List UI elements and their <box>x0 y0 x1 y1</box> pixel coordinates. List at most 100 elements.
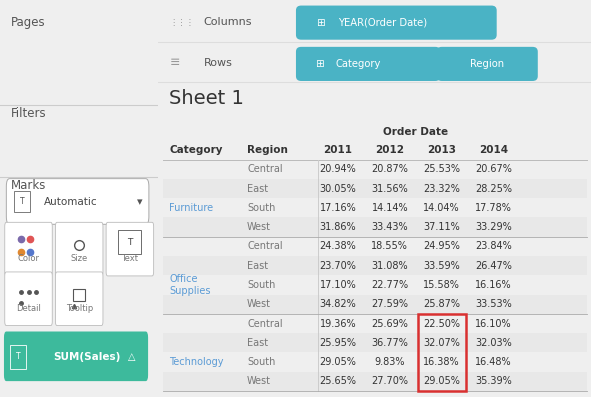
Text: 37.11%: 37.11% <box>423 222 460 232</box>
Text: Text: Text <box>121 254 138 263</box>
Text: 2014: 2014 <box>479 145 508 155</box>
Text: 32.07%: 32.07% <box>423 338 460 348</box>
FancyBboxPatch shape <box>5 222 52 276</box>
Text: 17.16%: 17.16% <box>320 203 356 213</box>
Text: 18.55%: 18.55% <box>371 241 408 251</box>
Text: 2011: 2011 <box>323 145 352 155</box>
Text: 32.03%: 32.03% <box>475 338 512 348</box>
Text: Category: Category <box>169 145 223 155</box>
Text: T: T <box>15 353 20 361</box>
Text: 33.43%: 33.43% <box>372 222 408 232</box>
Text: ⊞: ⊞ <box>316 17 325 28</box>
Text: Central: Central <box>247 164 282 174</box>
Text: 33.53%: 33.53% <box>475 299 512 309</box>
Text: Filters: Filters <box>11 107 47 120</box>
Text: Central: Central <box>247 318 282 329</box>
Text: 36.77%: 36.77% <box>371 338 408 348</box>
Text: ⋮⋮⋮: ⋮⋮⋮ <box>169 18 194 27</box>
Text: Region: Region <box>247 145 288 155</box>
Text: Category: Category <box>336 59 381 69</box>
Text: Order Date: Order Date <box>383 127 449 137</box>
Text: ⊞: ⊞ <box>315 59 324 69</box>
Text: SUM(Sales): SUM(Sales) <box>53 351 121 362</box>
Text: ▾: ▾ <box>137 197 142 207</box>
Text: 27.59%: 27.59% <box>371 299 408 309</box>
Text: 2012: 2012 <box>375 145 404 155</box>
Text: West: West <box>247 376 271 386</box>
Text: 17.78%: 17.78% <box>475 203 512 213</box>
Text: 20.94%: 20.94% <box>320 164 356 174</box>
Bar <box>418 314 466 391</box>
Text: 35.39%: 35.39% <box>475 376 512 386</box>
Bar <box>163 256 587 276</box>
Text: 16.48%: 16.48% <box>475 357 512 367</box>
Text: 14.04%: 14.04% <box>423 203 460 213</box>
Text: 31.08%: 31.08% <box>372 261 408 271</box>
Text: 16.16%: 16.16% <box>475 280 512 290</box>
Text: 25.87%: 25.87% <box>423 299 460 309</box>
Text: 23.84%: 23.84% <box>475 241 512 251</box>
Text: East: East <box>247 261 268 271</box>
Text: 16.10%: 16.10% <box>475 318 512 329</box>
Text: 31.56%: 31.56% <box>372 183 408 194</box>
Text: 29.05%: 29.05% <box>423 376 460 386</box>
Text: 19.36%: 19.36% <box>320 318 356 329</box>
FancyBboxPatch shape <box>437 47 538 81</box>
Text: Tooltip: Tooltip <box>66 304 93 313</box>
Text: 33.29%: 33.29% <box>475 222 512 232</box>
Text: Office
Supplies: Office Supplies <box>169 274 211 296</box>
Text: 25.69%: 25.69% <box>371 318 408 329</box>
Text: 9.83%: 9.83% <box>375 357 405 367</box>
Text: Sheet 1: Sheet 1 <box>169 89 244 108</box>
Text: 22.50%: 22.50% <box>423 318 460 329</box>
Text: Color: Color <box>18 254 40 263</box>
Text: T: T <box>127 238 132 247</box>
Text: 26.47%: 26.47% <box>475 261 512 271</box>
Text: 25.65%: 25.65% <box>319 376 356 386</box>
FancyBboxPatch shape <box>4 331 148 381</box>
Text: 28.25%: 28.25% <box>475 183 512 194</box>
FancyBboxPatch shape <box>296 47 440 81</box>
Bar <box>163 333 587 353</box>
Text: West: West <box>247 299 271 309</box>
Text: South: South <box>247 203 275 213</box>
Text: Central: Central <box>247 241 282 251</box>
Bar <box>163 179 587 198</box>
Text: △: △ <box>128 351 135 362</box>
Text: 29.05%: 29.05% <box>320 357 356 367</box>
FancyBboxPatch shape <box>5 272 52 326</box>
Text: 20.67%: 20.67% <box>475 164 512 174</box>
Text: Automatic: Automatic <box>44 197 98 207</box>
Text: 16.38%: 16.38% <box>423 357 460 367</box>
Text: Detail: Detail <box>16 304 41 313</box>
Text: 14.14%: 14.14% <box>372 203 408 213</box>
FancyBboxPatch shape <box>56 222 103 276</box>
Text: Marks: Marks <box>11 179 47 193</box>
Text: ≡: ≡ <box>169 56 180 69</box>
Text: 33.59%: 33.59% <box>423 261 460 271</box>
Text: 25.95%: 25.95% <box>319 338 356 348</box>
Text: East: East <box>247 338 268 348</box>
Bar <box>163 218 587 237</box>
Text: Rows: Rows <box>204 58 233 68</box>
Text: 24.95%: 24.95% <box>423 241 460 251</box>
Text: 23.70%: 23.70% <box>320 261 356 271</box>
Bar <box>163 372 587 391</box>
FancyBboxPatch shape <box>7 179 149 224</box>
Text: Pages: Pages <box>11 16 46 29</box>
Text: 31.86%: 31.86% <box>320 222 356 232</box>
Text: West: West <box>247 222 271 232</box>
Text: 24.38%: 24.38% <box>320 241 356 251</box>
Bar <box>163 295 587 314</box>
FancyBboxPatch shape <box>56 272 103 326</box>
Text: Size: Size <box>70 254 88 263</box>
Text: 17.10%: 17.10% <box>320 280 356 290</box>
Text: 34.82%: 34.82% <box>320 299 356 309</box>
Text: 25.53%: 25.53% <box>423 164 460 174</box>
Text: 23.32%: 23.32% <box>423 183 460 194</box>
Text: East: East <box>247 183 268 194</box>
Text: 22.77%: 22.77% <box>371 280 408 290</box>
Text: 20.87%: 20.87% <box>371 164 408 174</box>
Text: Region: Region <box>470 59 504 69</box>
Text: Furniture: Furniture <box>169 203 213 213</box>
